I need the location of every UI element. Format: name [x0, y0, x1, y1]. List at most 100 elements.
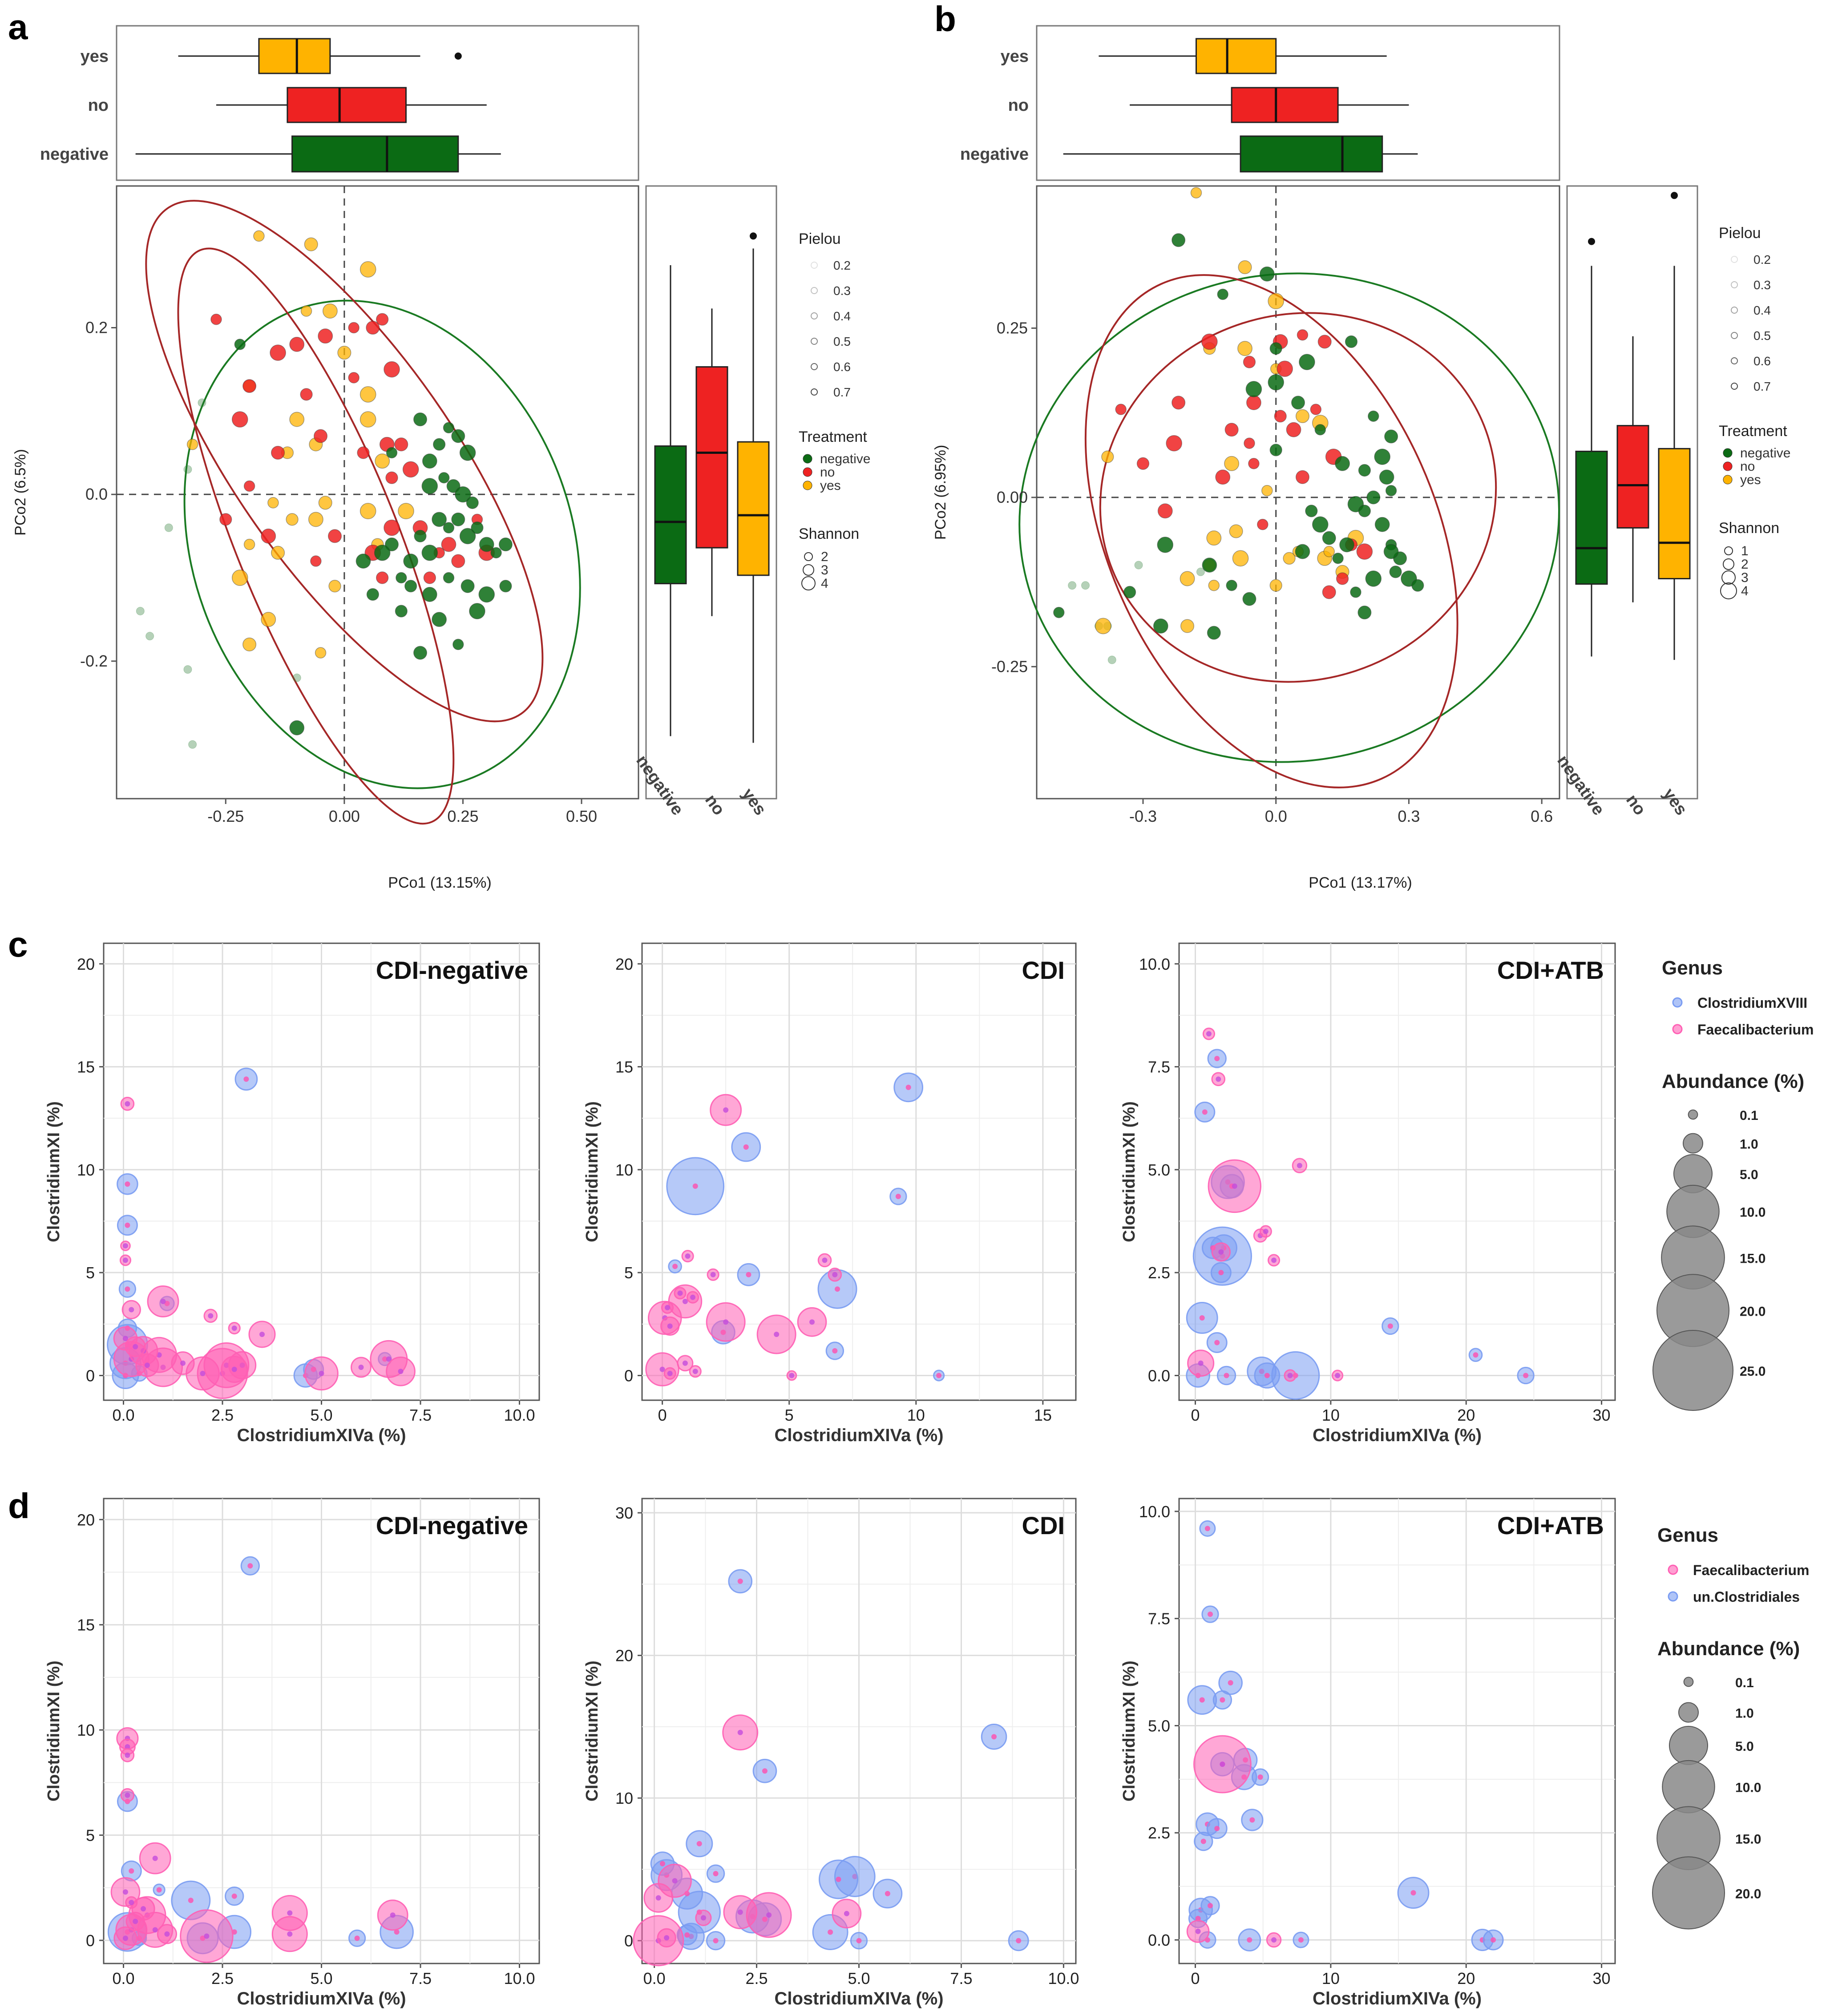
- legend-abundance-value: 10.0: [1735, 1781, 1761, 1795]
- legend-shannon-key: [1721, 570, 1736, 585]
- point-negative: [1350, 586, 1361, 598]
- bubble-center: [122, 1336, 128, 1341]
- point-negative: [422, 587, 437, 602]
- x-tick-label: 10: [1322, 1969, 1340, 1988]
- y-tick-label: -0.2: [80, 652, 108, 670]
- bubble-center: [655, 1895, 661, 1901]
- point-negative: [1335, 456, 1350, 471]
- legend-genus-key: [1668, 1564, 1678, 1575]
- bubble-center: [287, 1910, 293, 1916]
- bubble-center: [746, 1272, 751, 1277]
- y-tick-label: 5.0: [1148, 1717, 1170, 1735]
- x-tick-label: 2.5: [746, 1969, 768, 1988]
- x-axis-label: ClostridiumXIVa (%): [774, 1426, 943, 1445]
- point-yes: [1208, 579, 1220, 591]
- point-negative: [414, 529, 427, 543]
- point-no: [1244, 437, 1255, 449]
- legend-pielou-key: [811, 262, 818, 269]
- point-negative: [1314, 424, 1326, 436]
- y-tick-label: 20: [615, 1647, 633, 1665]
- bubble-center: [1287, 1373, 1293, 1378]
- legend-pielou-value: 0.4: [833, 309, 851, 323]
- ellipse-yes: [177, 247, 455, 825]
- bubble-center: [700, 1915, 706, 1921]
- legend-title-genus: Genus: [1657, 1524, 1718, 1546]
- point-yes: [1101, 450, 1114, 463]
- side-box-no: [1616, 425, 1649, 529]
- y-axis-label: ClostridiumXI (%): [583, 1101, 602, 1242]
- bubble-center: [809, 1319, 815, 1325]
- point-negative: [1322, 531, 1336, 545]
- y-axis-label: ClostridiumXI (%): [44, 1660, 63, 1802]
- point-yes: [1224, 456, 1240, 471]
- point-no: [1215, 469, 1231, 485]
- top-box-negative: [1240, 135, 1383, 173]
- point-faded: [1081, 581, 1090, 590]
- bubble-center: [835, 1286, 840, 1292]
- point-no: [318, 328, 333, 344]
- point-no: [210, 314, 222, 325]
- top-box-label-negative: negative: [40, 145, 109, 164]
- legend-abundance-key: [1683, 1677, 1694, 1687]
- bubble-subpanel-cdi: 0 5 10 15 0 5 10 15 20 CDI ClostridiumXIVa (%) Clos…: [583, 942, 1077, 1445]
- legend-abundance-value: 5.0: [1740, 1168, 1758, 1182]
- point-negative: [1368, 410, 1379, 422]
- point-no: [394, 437, 408, 452]
- point-faded: [1068, 581, 1077, 590]
- pcoa-panel-b: -0.3 0.0 0.3 0.6 -0.25 0.00 0.25 PCo1 (13.17%) P…: [932, 25, 1790, 891]
- x-tick-label: 0.50: [566, 807, 597, 825]
- point-negative: [1374, 517, 1390, 532]
- x-axis-label: ClostridiumXIVa (%): [1313, 1426, 1482, 1445]
- subpanel-title: CDI-negative: [376, 1511, 528, 1539]
- x-tick-label: 10.0: [504, 1406, 535, 1424]
- point-negative: [421, 544, 438, 561]
- legend-title-pielou: Pielou: [799, 230, 841, 247]
- point-negative: [1358, 464, 1371, 477]
- bubble-frame: [1178, 1498, 1616, 1964]
- point-negative: [422, 453, 437, 469]
- bubble-center: [125, 1792, 130, 1798]
- bubble-center: [1199, 1315, 1205, 1321]
- point-yes: [267, 497, 279, 509]
- bubble-center: [188, 1898, 194, 1903]
- x-tick-label: 7.5: [950, 1969, 972, 1988]
- point-negative: [1339, 537, 1354, 553]
- legend-pielou-value: 0.3: [833, 284, 851, 298]
- bubble-center: [762, 1768, 768, 1774]
- point-yes: [1237, 341, 1252, 356]
- side-box-outlier: [1588, 238, 1595, 245]
- pcoa-panel-a: -0.25 0.00 0.25 0.50 -0.2 0.0 0.2 PCo1 (13.15%)…: [12, 25, 870, 891]
- bubble-center: [713, 1938, 719, 1943]
- point-negative: [432, 512, 447, 527]
- point-negative: [1291, 396, 1305, 410]
- point-negative: [1345, 335, 1358, 348]
- legend-pielou-key: [811, 388, 818, 396]
- bubble-subpanel-cdi: 0.0 2.5 5.0 7.5 10.0 0 10 20 30 CDI ClostridiumXIV…: [583, 1498, 1079, 2008]
- top-box-outlier: [454, 53, 462, 60]
- top-box-negative: [291, 135, 459, 173]
- point-yes: [289, 412, 305, 427]
- point-negative: [289, 720, 305, 735]
- bubble-center: [682, 1360, 688, 1366]
- y-axis-label: ClostridiumXI (%): [44, 1101, 63, 1242]
- bubble-center: [1214, 1826, 1220, 1831]
- y-tick-label: 10: [77, 1161, 95, 1179]
- x-axis-label: ClostridiumXIVa (%): [237, 1989, 406, 2008]
- y-tick-label: 2.5: [1148, 1824, 1170, 1842]
- point-negative: [443, 422, 455, 434]
- legend-pielou-value: 0.5: [1753, 329, 1771, 343]
- bubble-center: [1218, 1270, 1224, 1276]
- bubble-center: [390, 1912, 396, 1918]
- bubble-center: [1298, 1937, 1304, 1943]
- point-yes: [1295, 409, 1310, 423]
- point-negative: [386, 447, 398, 459]
- point-no: [348, 372, 360, 384]
- point-negative: [1242, 592, 1256, 606]
- y-tick-label: 0.25: [997, 319, 1028, 337]
- point-no: [1246, 395, 1261, 410]
- legend-title-genus: Genus: [1662, 957, 1723, 979]
- y-tick-label: 10.0: [1139, 1503, 1170, 1521]
- point-yes: [242, 637, 257, 651]
- point-negative: [413, 646, 428, 660]
- legend-treatment-key-yes: [1723, 475, 1733, 485]
